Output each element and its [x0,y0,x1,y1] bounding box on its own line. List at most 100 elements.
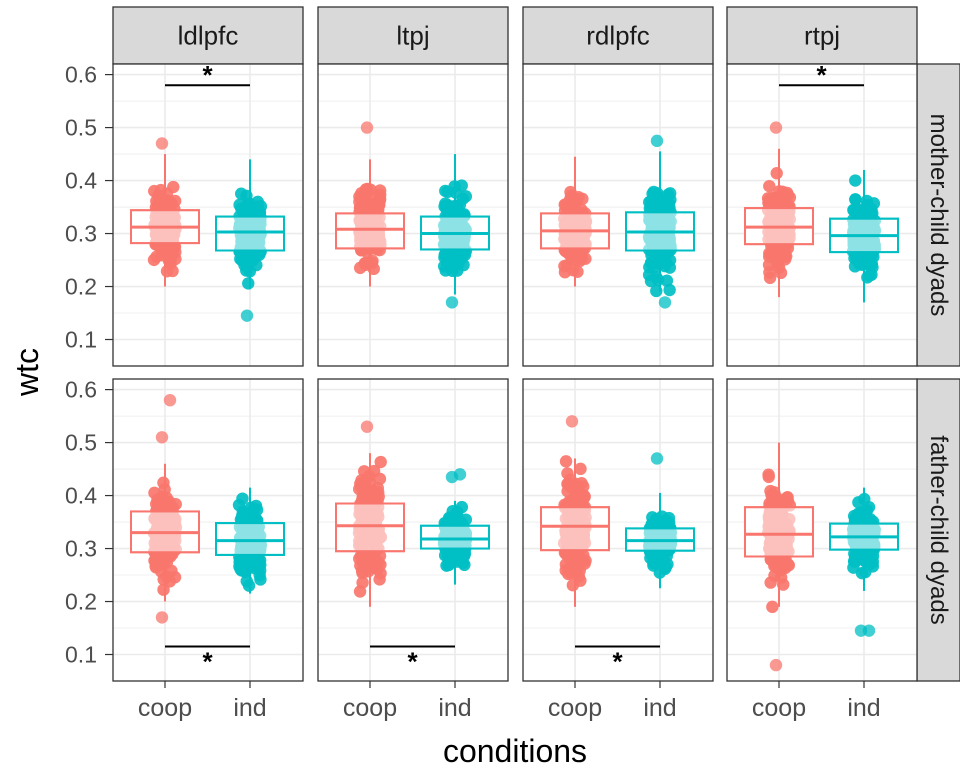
data-point [238,259,251,272]
data-point [766,489,780,502]
panel-border [726,63,918,367]
panel-border [522,378,714,682]
data-point [850,202,864,215]
y-tick-label: 0.3 [65,221,97,247]
panel-border [726,378,918,682]
significance-label: * [612,647,623,677]
outlier-point [565,415,579,428]
strip-label: father-child dyads [925,435,952,624]
significance-label: * [202,60,213,90]
data-point [849,174,862,187]
strip-label: rdlpfc [586,21,650,51]
data-point [373,549,387,563]
data-point [365,256,379,270]
data-point [372,202,385,216]
strip-background [726,6,918,65]
panel-ltpj-1: * [317,378,509,682]
x-axis-title: conditions [443,733,587,769]
outlier-point [445,296,459,309]
data-point [234,562,247,576]
data-point [762,468,775,481]
data-point [359,187,372,201]
y-tick-label: 0.1 [65,642,97,668]
y-tick-label: 0.1 [65,327,97,353]
data-point [442,558,455,572]
data-point [458,558,471,572]
box-overlay [215,215,285,252]
data-point [442,511,456,524]
facet-strip-rdlpfc: rdlpfc [522,6,714,65]
x-tick-label: ind [643,694,676,722]
data-point [149,561,163,574]
data-point [763,179,776,193]
data-point [353,261,367,275]
strip-label: mother-child dyads [925,114,952,317]
data-point [155,490,169,504]
y-tick-label: 0.5 [65,115,97,141]
data-point [772,261,786,274]
x-tick-label: ind [847,694,880,722]
box-overlay [335,212,405,250]
data-point [169,252,182,266]
significance-label: * [816,60,827,90]
data-point [579,554,592,567]
data-point [242,202,255,215]
significance-bracket: * [165,645,250,677]
data-point [148,184,161,198]
strip-background [317,6,509,65]
panel-border [317,63,509,367]
outlier-point [650,452,664,465]
data-point [864,549,878,562]
data-point [373,184,387,197]
data-point [247,502,260,516]
data-point [663,283,676,297]
data-point [558,259,571,273]
panel-ltpj-0 [317,63,509,367]
x-tick-label: coop [548,694,602,722]
data-point [357,199,370,213]
strip-background [522,6,714,65]
panel-rtpj-0: * [726,60,918,367]
data-point [374,455,387,469]
outlier-point [360,420,374,433]
x-tick-label: coop [343,694,397,722]
data-point [861,271,874,284]
data-point [574,574,587,587]
panel-ldlpfc-0: * [112,60,304,367]
data-point [455,179,468,192]
data-point [445,255,458,268]
data-point [778,250,791,263]
facet-strip-ldlpfc: ldlpfc [112,6,304,65]
y-tick-label: 0.3 [65,536,97,562]
y-axis-title: wtc [9,348,45,397]
data-point [373,472,387,486]
data-point [147,253,161,267]
data-point [651,273,665,287]
x-tick-label: ind [233,694,266,722]
data-point [646,187,659,200]
outlier-point [360,121,374,134]
outlier-point [240,309,254,322]
box-overlay [420,524,490,550]
data-point [762,258,776,272]
data-point [569,488,582,501]
outlier-point [155,611,169,624]
data-point [354,559,367,572]
data-point [374,558,387,571]
data-point [576,192,589,206]
facet-strip-rtpj: rtpj [726,6,918,65]
x-tick-label: coop [138,694,192,722]
data-point [240,574,253,588]
significance-label: * [202,647,213,677]
significance-bracket: * [575,645,660,677]
facet-strip-row-0: mother-child dyads [916,63,960,367]
y-tick-label: 0.5 [65,430,97,456]
outlier-point [769,658,783,672]
data-point [650,256,663,270]
panel-ldlpfc-1: * [112,378,304,682]
data-point [858,492,871,506]
outlier-point [155,137,169,150]
data-point [775,555,789,569]
facet-strip-ltpj: ltpj [317,6,509,65]
